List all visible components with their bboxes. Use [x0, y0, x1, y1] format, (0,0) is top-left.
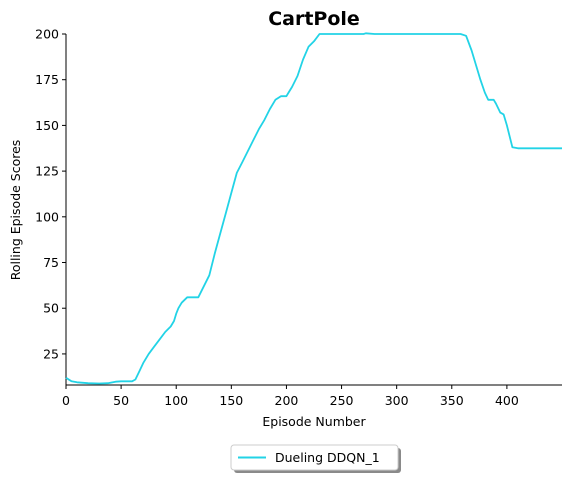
legend-label: Dueling DDQN_1 — [275, 450, 380, 465]
x-tick-label: 100 — [164, 393, 188, 408]
x-tick-label: 150 — [219, 393, 243, 408]
y-tick-label: 25 — [43, 346, 59, 361]
x-ticks: 0 50 100 150 200 250 300 350 400 — [62, 385, 519, 408]
legend: Dueling DDQN_1 — [231, 445, 401, 473]
y-axis: 25 50 75 100 125 150 175 200 — [35, 27, 66, 386]
chart-title: CartPole — [268, 8, 360, 30]
y-axis-label: Rolling Episode Scores — [8, 140, 23, 281]
x-tick-label: 200 — [275, 393, 299, 408]
y-ticks: 25 50 75 100 125 150 175 200 — [35, 27, 66, 362]
y-tick-label: 75 — [43, 255, 59, 270]
y-tick-label: 200 — [35, 27, 59, 42]
y-tick-label: 175 — [35, 72, 59, 87]
x-tick-label: 250 — [330, 393, 354, 408]
x-tick-label: 50 — [113, 393, 129, 408]
x-tick-label: 0 — [62, 393, 70, 408]
x-tick-label: 350 — [440, 393, 464, 408]
x-tick-label: 400 — [495, 393, 519, 408]
series-line — [66, 33, 562, 383]
series-layer — [66, 33, 562, 383]
x-axis: 0 50 100 150 200 250 300 350 400 — [62, 385, 562, 408]
y-tick-label: 150 — [35, 118, 59, 133]
y-tick-label: 100 — [35, 209, 59, 224]
y-tick-label: 125 — [35, 164, 59, 179]
x-axis-label: Episode Number — [262, 414, 366, 429]
x-tick-label: 300 — [385, 393, 409, 408]
y-tick-label: 50 — [43, 301, 59, 316]
